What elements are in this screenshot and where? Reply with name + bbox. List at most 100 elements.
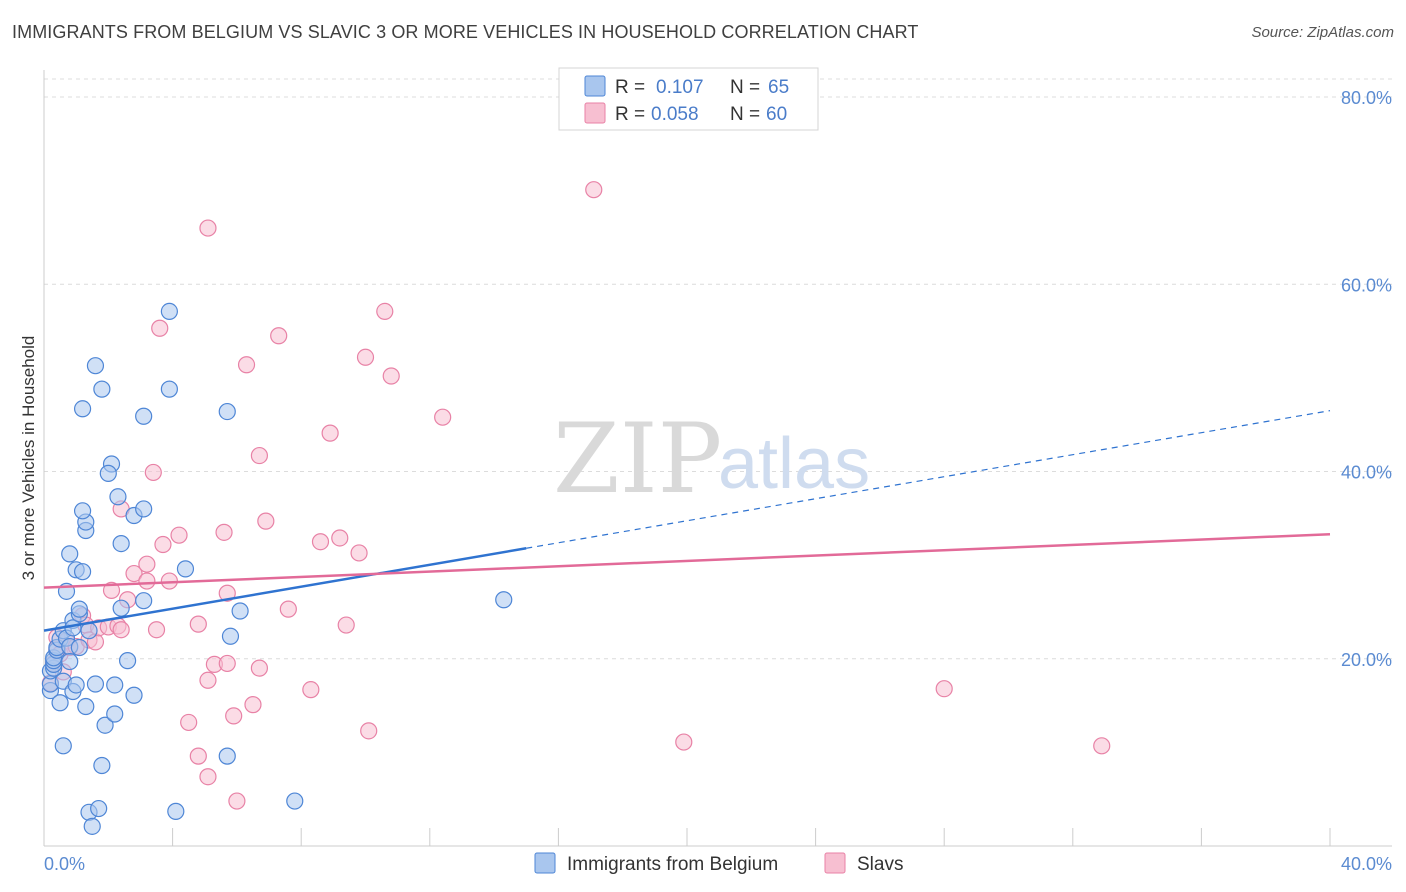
data-point xyxy=(73,502,92,520)
data-point xyxy=(86,675,105,693)
series-immigrants-from-belgium xyxy=(41,302,513,835)
data-point xyxy=(70,600,88,618)
data-point xyxy=(96,716,114,734)
data-point xyxy=(70,638,88,657)
data-point xyxy=(218,654,236,673)
data-point xyxy=(1093,737,1111,755)
data-point xyxy=(189,615,207,633)
data-point xyxy=(151,319,169,337)
data-point xyxy=(495,591,513,609)
data-point xyxy=(160,380,178,398)
data-point xyxy=(112,621,130,639)
data-point xyxy=(189,747,207,765)
data-point xyxy=(73,563,92,581)
data-point xyxy=(176,560,195,578)
data-point xyxy=(154,535,172,554)
chart-title: IMMIGRANTS FROM BELGIUM VS SLAVIC 3 OR M… xyxy=(12,22,919,42)
trend-lines xyxy=(43,410,1331,632)
data-point xyxy=(360,722,378,740)
data-point xyxy=(51,694,69,712)
data-point xyxy=(160,302,178,321)
data-point xyxy=(675,733,693,751)
x-tick-label-min: 0.0% xyxy=(44,854,85,874)
data-point xyxy=(218,747,236,765)
watermark-zip: ZIP xyxy=(553,403,722,515)
data-point xyxy=(106,705,124,723)
legend-n-value-2: 60 xyxy=(766,104,787,125)
data-point xyxy=(286,792,304,810)
watermark-atlas: atlas xyxy=(718,424,870,504)
data-point xyxy=(350,544,368,562)
y-tick-label: 60.0% xyxy=(1341,275,1392,295)
bottom-legend-swatch-blue xyxy=(534,852,556,874)
data-point xyxy=(257,512,275,530)
source-label: Source: ZipAtlas.com xyxy=(1251,24,1394,41)
data-point xyxy=(311,533,330,551)
data-point xyxy=(73,400,92,418)
data-point xyxy=(93,380,111,398)
data-point xyxy=(118,652,137,670)
data-point xyxy=(93,756,111,775)
data-point xyxy=(935,680,953,698)
data-point xyxy=(180,713,198,732)
data-point xyxy=(244,696,262,714)
x-axis-ticks xyxy=(43,828,1331,846)
data-point xyxy=(199,219,217,237)
legend-swatch-blue xyxy=(584,75,606,97)
data-point xyxy=(331,529,349,547)
data-point xyxy=(221,627,240,645)
data-point xyxy=(356,348,375,366)
data-point xyxy=(321,424,339,442)
data-point xyxy=(99,464,117,482)
trend-line-belgium-dashed xyxy=(526,410,1331,549)
data-point xyxy=(170,526,188,544)
data-point xyxy=(90,799,108,818)
data-point xyxy=(112,599,130,617)
legend-r-value-2: 0.058 xyxy=(651,104,699,125)
y-axis-label: 3 or more Vehicles in Household xyxy=(19,336,38,581)
data-point xyxy=(270,327,288,345)
data-point xyxy=(138,572,156,590)
data-point xyxy=(250,659,269,677)
data-point xyxy=(135,407,153,425)
data-point xyxy=(382,367,400,385)
data-point xyxy=(135,500,153,518)
legend-r-value-1: 0.107 xyxy=(656,77,704,98)
data-point xyxy=(61,545,79,563)
data-point xyxy=(167,802,185,820)
data-point xyxy=(106,676,124,694)
data-point xyxy=(86,357,105,375)
data-point xyxy=(250,446,269,465)
y-tick-label: 40.0% xyxy=(1341,463,1392,483)
data-point xyxy=(54,737,72,755)
data-point xyxy=(199,768,217,786)
data-point xyxy=(218,402,236,421)
legend-n-label-1: N = xyxy=(730,77,760,98)
data-point xyxy=(147,621,166,639)
trend-line-slavs xyxy=(43,532,1331,589)
data-point xyxy=(125,686,143,704)
data-point xyxy=(302,681,320,699)
data-point xyxy=(215,523,233,541)
data-point xyxy=(135,592,153,610)
data-point xyxy=(109,488,127,506)
legend-r-label-1: R = xyxy=(615,77,645,98)
legend-swatch-pink xyxy=(584,102,606,124)
data-point xyxy=(376,302,394,321)
data-point xyxy=(83,817,101,835)
legend-n-label-2: N = xyxy=(730,104,760,125)
x-tick-label-max: 40.0% xyxy=(1341,854,1392,874)
data-point xyxy=(434,408,452,426)
bottom-legend-label-slavs: Slavs xyxy=(857,854,903,875)
data-point xyxy=(279,600,297,618)
bottom-legend-swatch-pink xyxy=(824,852,846,874)
data-point xyxy=(218,584,236,602)
y-tick-label: 20.0% xyxy=(1341,650,1392,670)
bottom-legend-label-belgium: Immigrants from Belgium xyxy=(567,854,778,875)
y-tick-label: 80.0% xyxy=(1341,88,1392,108)
data-point xyxy=(225,707,243,725)
data-point xyxy=(237,356,256,374)
data-point xyxy=(61,652,79,671)
data-point xyxy=(125,564,143,583)
